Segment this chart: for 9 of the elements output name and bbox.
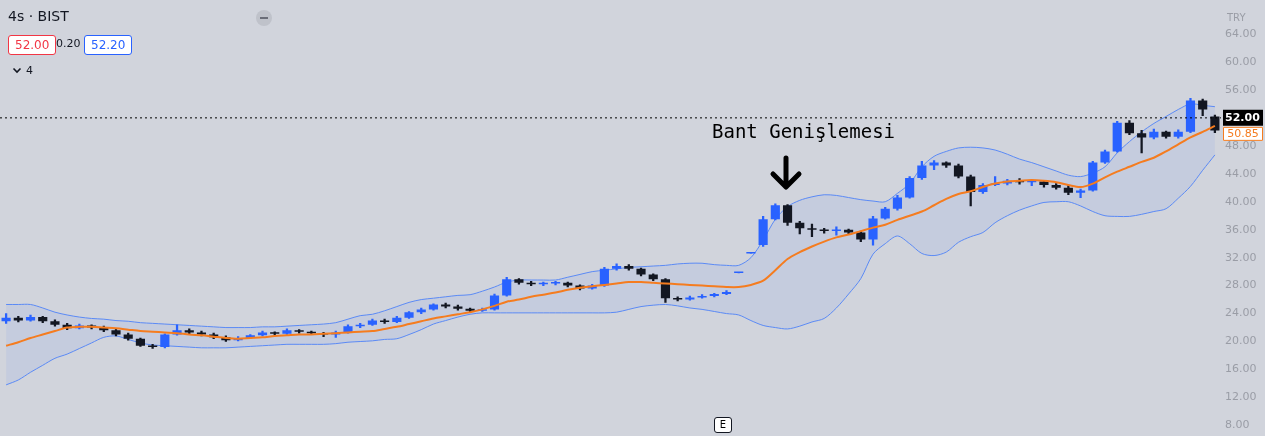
annotation: Bant Genişlemesi [712, 120, 896, 142]
data-label: 50.85 [1227, 126, 1259, 140]
y-tick-label: 52.00 [1225, 110, 1261, 124]
chart-title: 4s · BIST [8, 8, 69, 24]
annotation: 52.00 [8, 35, 57, 55]
annotation: 52.20 [84, 35, 133, 55]
annotation: E [714, 417, 732, 433]
annotation: 0.20 [56, 37, 81, 50]
annotation: 4 [26, 64, 33, 77]
